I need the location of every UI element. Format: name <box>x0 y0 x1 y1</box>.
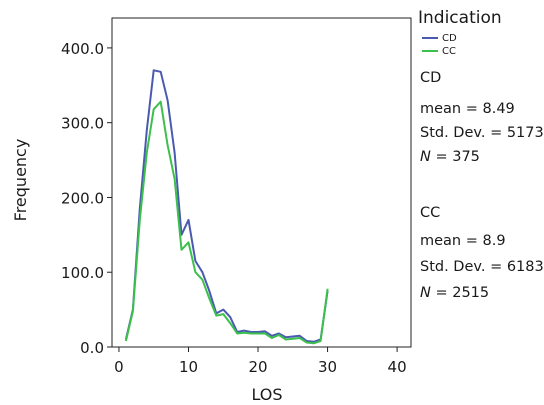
plot-frame <box>111 17 412 348</box>
y-axis-label: Frequency <box>11 139 30 222</box>
x-tick-label-10: 10 <box>179 358 198 376</box>
y-tick-label-300: 300.0 <box>61 115 104 133</box>
series-line-cc <box>124 100 329 345</box>
x-tick-label-30: 30 <box>318 358 337 376</box>
y-tick-label-200: 200.0 <box>61 189 104 207</box>
x-tick-label-40: 40 <box>388 358 407 376</box>
x-tick-label-20: 20 <box>248 358 267 376</box>
series-group <box>124 69 329 345</box>
y-tick-label-0: 0.0 <box>80 339 104 357</box>
x-tick-label-0: 0 <box>114 358 124 376</box>
y-tick-label-100: 100.0 <box>61 264 104 282</box>
y-tick-label-400: 400.0 <box>61 40 104 58</box>
x-axis-label: LOS <box>251 385 282 404</box>
series-line-cd <box>124 69 329 343</box>
